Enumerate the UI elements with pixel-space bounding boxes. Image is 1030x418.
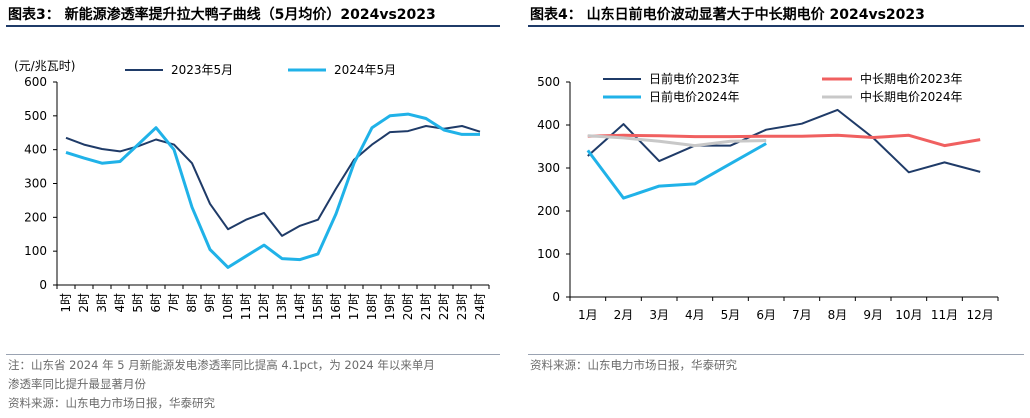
left-source-note: 资料来源：山东电力市场日报，华泰研究 [8, 396, 215, 410]
left-x-tick-label: 21时 [419, 293, 433, 320]
left-x-tick-label: 5时 [131, 293, 145, 313]
right-title-rule [528, 25, 1024, 27]
right-x-tick-label: 5月 [721, 308, 741, 322]
left-unit-label: (元/兆瓦时) [14, 59, 75, 73]
left-series-line-2 [65, 112, 480, 269]
right-x-tick-label: 7月 [792, 308, 812, 322]
left-x-tick-label: 20时 [401, 293, 415, 320]
left-x-tick-label: 7时 [167, 293, 181, 313]
right-legend-label-1: 日前电价2023年 [649, 71, 740, 86]
right-legend-label-4: 中长期电价2024年 [860, 89, 963, 104]
left-x-tick-label: 12时 [257, 293, 271, 320]
left-note-line-1: 注：山东省 2024 年 5 月新能源发电渗透率同比提高 4.1pct，为 20… [8, 358, 435, 372]
left-x-tick-label: 11时 [239, 293, 253, 320]
left-x-tick-label: 10时 [221, 293, 235, 320]
right-y-tick-label: 200 [537, 204, 560, 218]
left-legend-label-2: 2024年5月 [334, 63, 396, 77]
left-x-tick-label: 24时 [473, 293, 487, 320]
left-x-tick-label: 19时 [383, 293, 397, 320]
right-x-tick-label: 2月 [614, 308, 634, 322]
left-chart-title: 图表3： 新能源渗透率提升拉大鸭子曲线（5月均价）2024vs2023 [8, 7, 436, 23]
right-series-line-1 [587, 108, 981, 174]
left-note-line-2: 渗透率同比提升最显著月份 [8, 377, 146, 391]
left-x-tick-label: 2时 [77, 293, 91, 313]
right-series-line-2 [587, 133, 981, 148]
right-x-tick-label: 6月 [756, 308, 776, 322]
right-x-tick-label: 3月 [649, 308, 669, 322]
left-x-tick-label: 9时 [203, 293, 217, 313]
left-y-tick-label: 200 [24, 210, 47, 224]
right-x-tick-label: 4月 [685, 308, 705, 322]
left-title-rule [6, 25, 500, 27]
right-bottom-rule [528, 354, 1024, 355]
right-series-line-4 [587, 134, 767, 148]
right-series-line-3 [586, 142, 767, 200]
left-y-tick-label: 0 [39, 278, 47, 292]
left-x-tick-label: 1时 [59, 293, 73, 313]
left-x-tick-label: 4时 [113, 293, 127, 313]
left-bottom-rule [6, 354, 500, 355]
left-x-tick-label: 18时 [365, 293, 379, 320]
left-x-tick-label: 3时 [95, 293, 109, 313]
right-source-note: 资料来源：山东电力市场日报，华泰研究 [530, 358, 737, 372]
left-x-tick-label: 23时 [455, 293, 469, 320]
left-x-tick-label: 15时 [311, 293, 325, 320]
right-y-tick-label: 500 [537, 75, 560, 89]
right-x-tick-label: 1月 [578, 308, 598, 322]
left-y-tick-label: 500 [24, 109, 47, 123]
right-x-tick-label: 9月 [863, 308, 883, 322]
left-x-tick-label: 6时 [149, 293, 163, 313]
left-x-tick-label: 13时 [275, 293, 289, 320]
right-y-tick-label: 100 [537, 247, 560, 261]
right-chart-title: 图表4： 山东日前电价波动显著大于中长期电价 2024vs2023 [530, 7, 925, 23]
left-legend-label-1: 2023年5月 [171, 63, 233, 77]
left-x-tick-label: 14时 [293, 293, 307, 320]
right-x-tick-label: 11月 [931, 308, 958, 322]
right-x-tick-label: 8月 [828, 308, 848, 322]
left-y-tick-label: 400 [24, 143, 47, 157]
left-x-tick-label: 8时 [185, 293, 199, 313]
right-y-tick-label: 300 [537, 161, 560, 175]
left-y-tick-label: 600 [24, 75, 47, 89]
left-x-tick-label: 22时 [437, 293, 451, 320]
left-x-tick-label: 16时 [329, 293, 343, 320]
left-y-tick-label: 300 [24, 177, 47, 191]
right-y-tick-label: 0 [552, 290, 560, 304]
right-y-tick-label: 400 [537, 118, 560, 132]
right-legend-label-2: 中长期电价2023年 [860, 71, 963, 86]
left-y-tick-label: 100 [24, 244, 47, 258]
left-series-line-1 [65, 125, 481, 237]
right-x-tick-label: 12月 [967, 308, 994, 322]
left-x-tick-label: 17时 [347, 293, 361, 320]
right-legend-label-3: 日前电价2024年 [649, 89, 740, 104]
right-x-tick-label: 10月 [895, 308, 922, 322]
